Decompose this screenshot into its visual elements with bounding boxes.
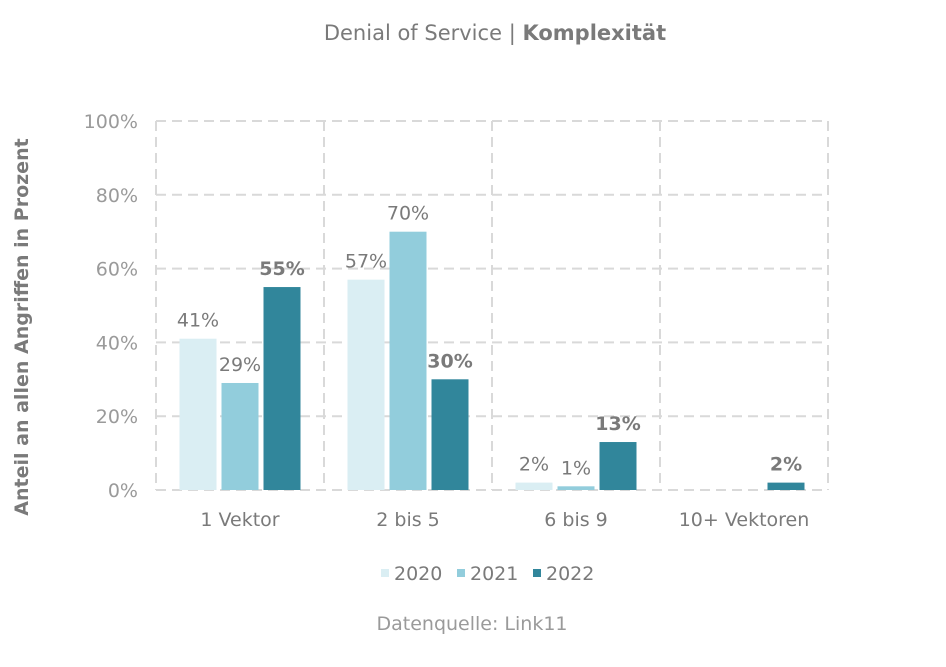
x-axis-ticks: 1 Vektor 2 bis 5 6 bis 9 10+ Vektoren <box>200 509 809 531</box>
legend: 2020 2021 2022 <box>381 563 594 585</box>
bars <box>179 231 805 490</box>
data-source: Datenquelle: Link11 <box>376 613 567 635</box>
data-label: 57% <box>345 251 387 273</box>
data-label: 2% <box>519 454 549 476</box>
legend-swatch <box>457 569 465 577</box>
x-tick-label: 2 bis 5 <box>376 509 440 531</box>
bar <box>515 482 553 490</box>
data-label: 70% <box>387 203 429 225</box>
legend-label: 2020 <box>394 563 442 585</box>
bar <box>599 442 637 490</box>
data-label: 30% <box>427 350 472 372</box>
x-tick-label: 10+ Vektoren <box>679 509 810 531</box>
bar <box>431 379 469 490</box>
y-tick-label: 20% <box>96 406 138 428</box>
legend-label: 2022 <box>546 563 594 585</box>
bar <box>221 382 259 490</box>
data-label: 55% <box>259 258 304 280</box>
bar <box>347 279 385 490</box>
y-axis-ticks: 0% 20% 40% 60% 80% 100% <box>84 111 138 502</box>
bar <box>767 482 805 490</box>
y-tick-label: 40% <box>96 332 138 354</box>
y-tick-label: 80% <box>96 185 138 207</box>
data-label: 2% <box>770 454 802 476</box>
data-labels: 41% 57% 2% 29% 70% 1% 55% 30% 13% 2% <box>177 203 802 480</box>
data-label: 41% <box>177 310 219 332</box>
legend-swatch <box>533 569 541 577</box>
data-label: 29% <box>219 354 261 376</box>
data-label: 13% <box>595 413 640 435</box>
legend-label: 2021 <box>470 563 518 585</box>
legend-swatch <box>381 569 389 577</box>
bar <box>557 486 595 490</box>
bar <box>389 231 427 490</box>
y-tick-label: 100% <box>84 111 138 133</box>
bar <box>263 287 301 490</box>
y-tick-label: 0% <box>108 480 138 502</box>
x-tick-label: 6 bis 9 <box>544 509 608 531</box>
chart-title: Denial of Service | Komplexität <box>324 21 666 46</box>
data-label: 1% <box>561 457 591 479</box>
y-tick-label: 60% <box>96 259 138 281</box>
x-tick-label: 1 Vektor <box>200 509 279 531</box>
bar <box>179 338 217 490</box>
y-axis-label: Anteil an allen Angriffen in Prozent <box>11 138 33 515</box>
